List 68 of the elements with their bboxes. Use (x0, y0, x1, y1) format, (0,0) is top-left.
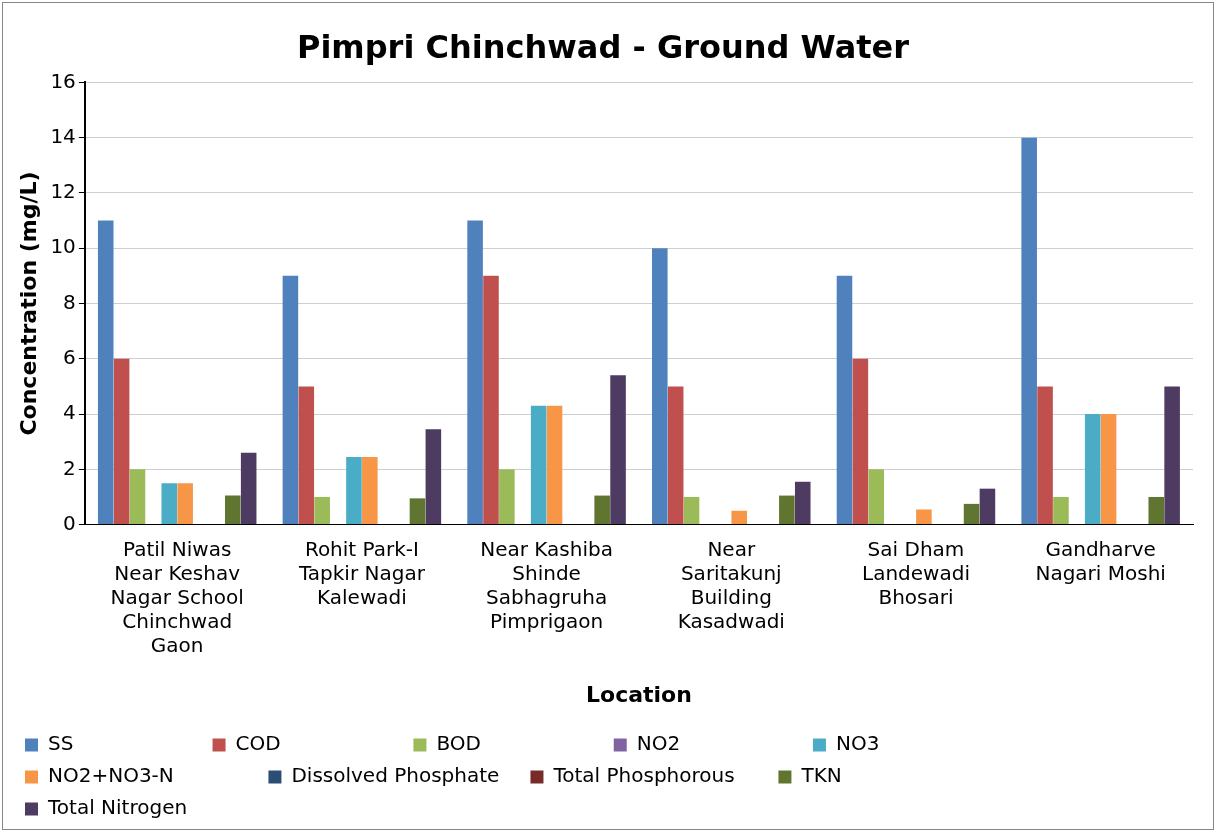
legend-label: TKN (800, 763, 963, 788)
bar (1053, 496, 1069, 525)
bar (852, 358, 869, 525)
bar (346, 456, 362, 525)
bar (731, 510, 747, 525)
bar (225, 495, 241, 525)
y-tick-label: 4 (63, 400, 76, 425)
bar (409, 498, 426, 525)
bar (314, 496, 330, 525)
legend-label: SS (48, 731, 201, 756)
y-tick-label: 6 (63, 344, 76, 369)
y-tick-label: 12 (50, 179, 76, 204)
legend-label: Dissolved Phosphate (291, 763, 519, 788)
bar (1037, 386, 1053, 525)
bar (916, 509, 932, 525)
bar (129, 469, 146, 525)
bar (652, 248, 668, 525)
legend-label: BOD (436, 731, 602, 756)
bar (594, 495, 610, 525)
bar (1148, 496, 1165, 525)
legend-label: NO2+NO3-N (48, 763, 257, 788)
legend-label: Total Phosphorous (552, 763, 767, 788)
bar (1100, 414, 1117, 525)
bar (467, 220, 483, 525)
bar (779, 495, 795, 525)
y-tick-label: 2 (63, 455, 76, 480)
bar (836, 275, 853, 525)
bar (868, 469, 885, 525)
legend-label: Total Nitrogen (47, 795, 238, 820)
legend-label: NO2 (636, 731, 801, 756)
x-tick-label: Patil Niwas Near Keshav Nagar School Chinchwad Gaon (110, 536, 244, 657)
y-tick-label: 16 (50, 68, 76, 93)
bar (499, 469, 515, 525)
x-tick-label: Sai Dham Landewadi Bhosari (861, 536, 970, 609)
x-tick-label: Near Kashiba Shinde Sabhagruha Pimprigaon (480, 536, 613, 633)
bar (1164, 386, 1180, 525)
bar (97, 220, 114, 525)
chart-title: Pimpri Chinchwad - Ground Water (296, 27, 910, 66)
bar (282, 275, 299, 525)
x-tick-label: Near Saritakunj Building Kasadwadi (677, 536, 785, 633)
bar (667, 386, 684, 525)
bar (362, 456, 378, 525)
x-axis-title: Location (585, 681, 692, 707)
y-tick-label: 0 (63, 510, 76, 535)
bar (979, 488, 996, 525)
bar (240, 452, 257, 525)
bar (161, 483, 178, 525)
legend-label: NO3 (835, 731, 1001, 756)
x-tick-label: Rohit Park-I Tapkir Nagar Kalewadi (297, 536, 426, 609)
legend-label: COD (235, 731, 402, 756)
y-tick-label: 8 (63, 289, 76, 314)
x-tick-label: Gandharve Nagari Moshi (1035, 536, 1166, 585)
bar (425, 429, 442, 525)
bar (794, 481, 811, 525)
bar (298, 386, 315, 525)
bar (683, 496, 700, 525)
bar (483, 275, 499, 525)
bar (177, 483, 193, 525)
bar (610, 375, 626, 525)
y-tick-label: 14 (50, 123, 76, 148)
bar (963, 503, 980, 525)
y-tick-label: 10 (50, 234, 76, 259)
bar (113, 358, 130, 525)
bar (1084, 414, 1101, 525)
bar (1021, 137, 1037, 525)
bar (530, 405, 547, 525)
y-axis-title: Concentration (mg/L) (15, 171, 41, 436)
bar (546, 405, 563, 525)
